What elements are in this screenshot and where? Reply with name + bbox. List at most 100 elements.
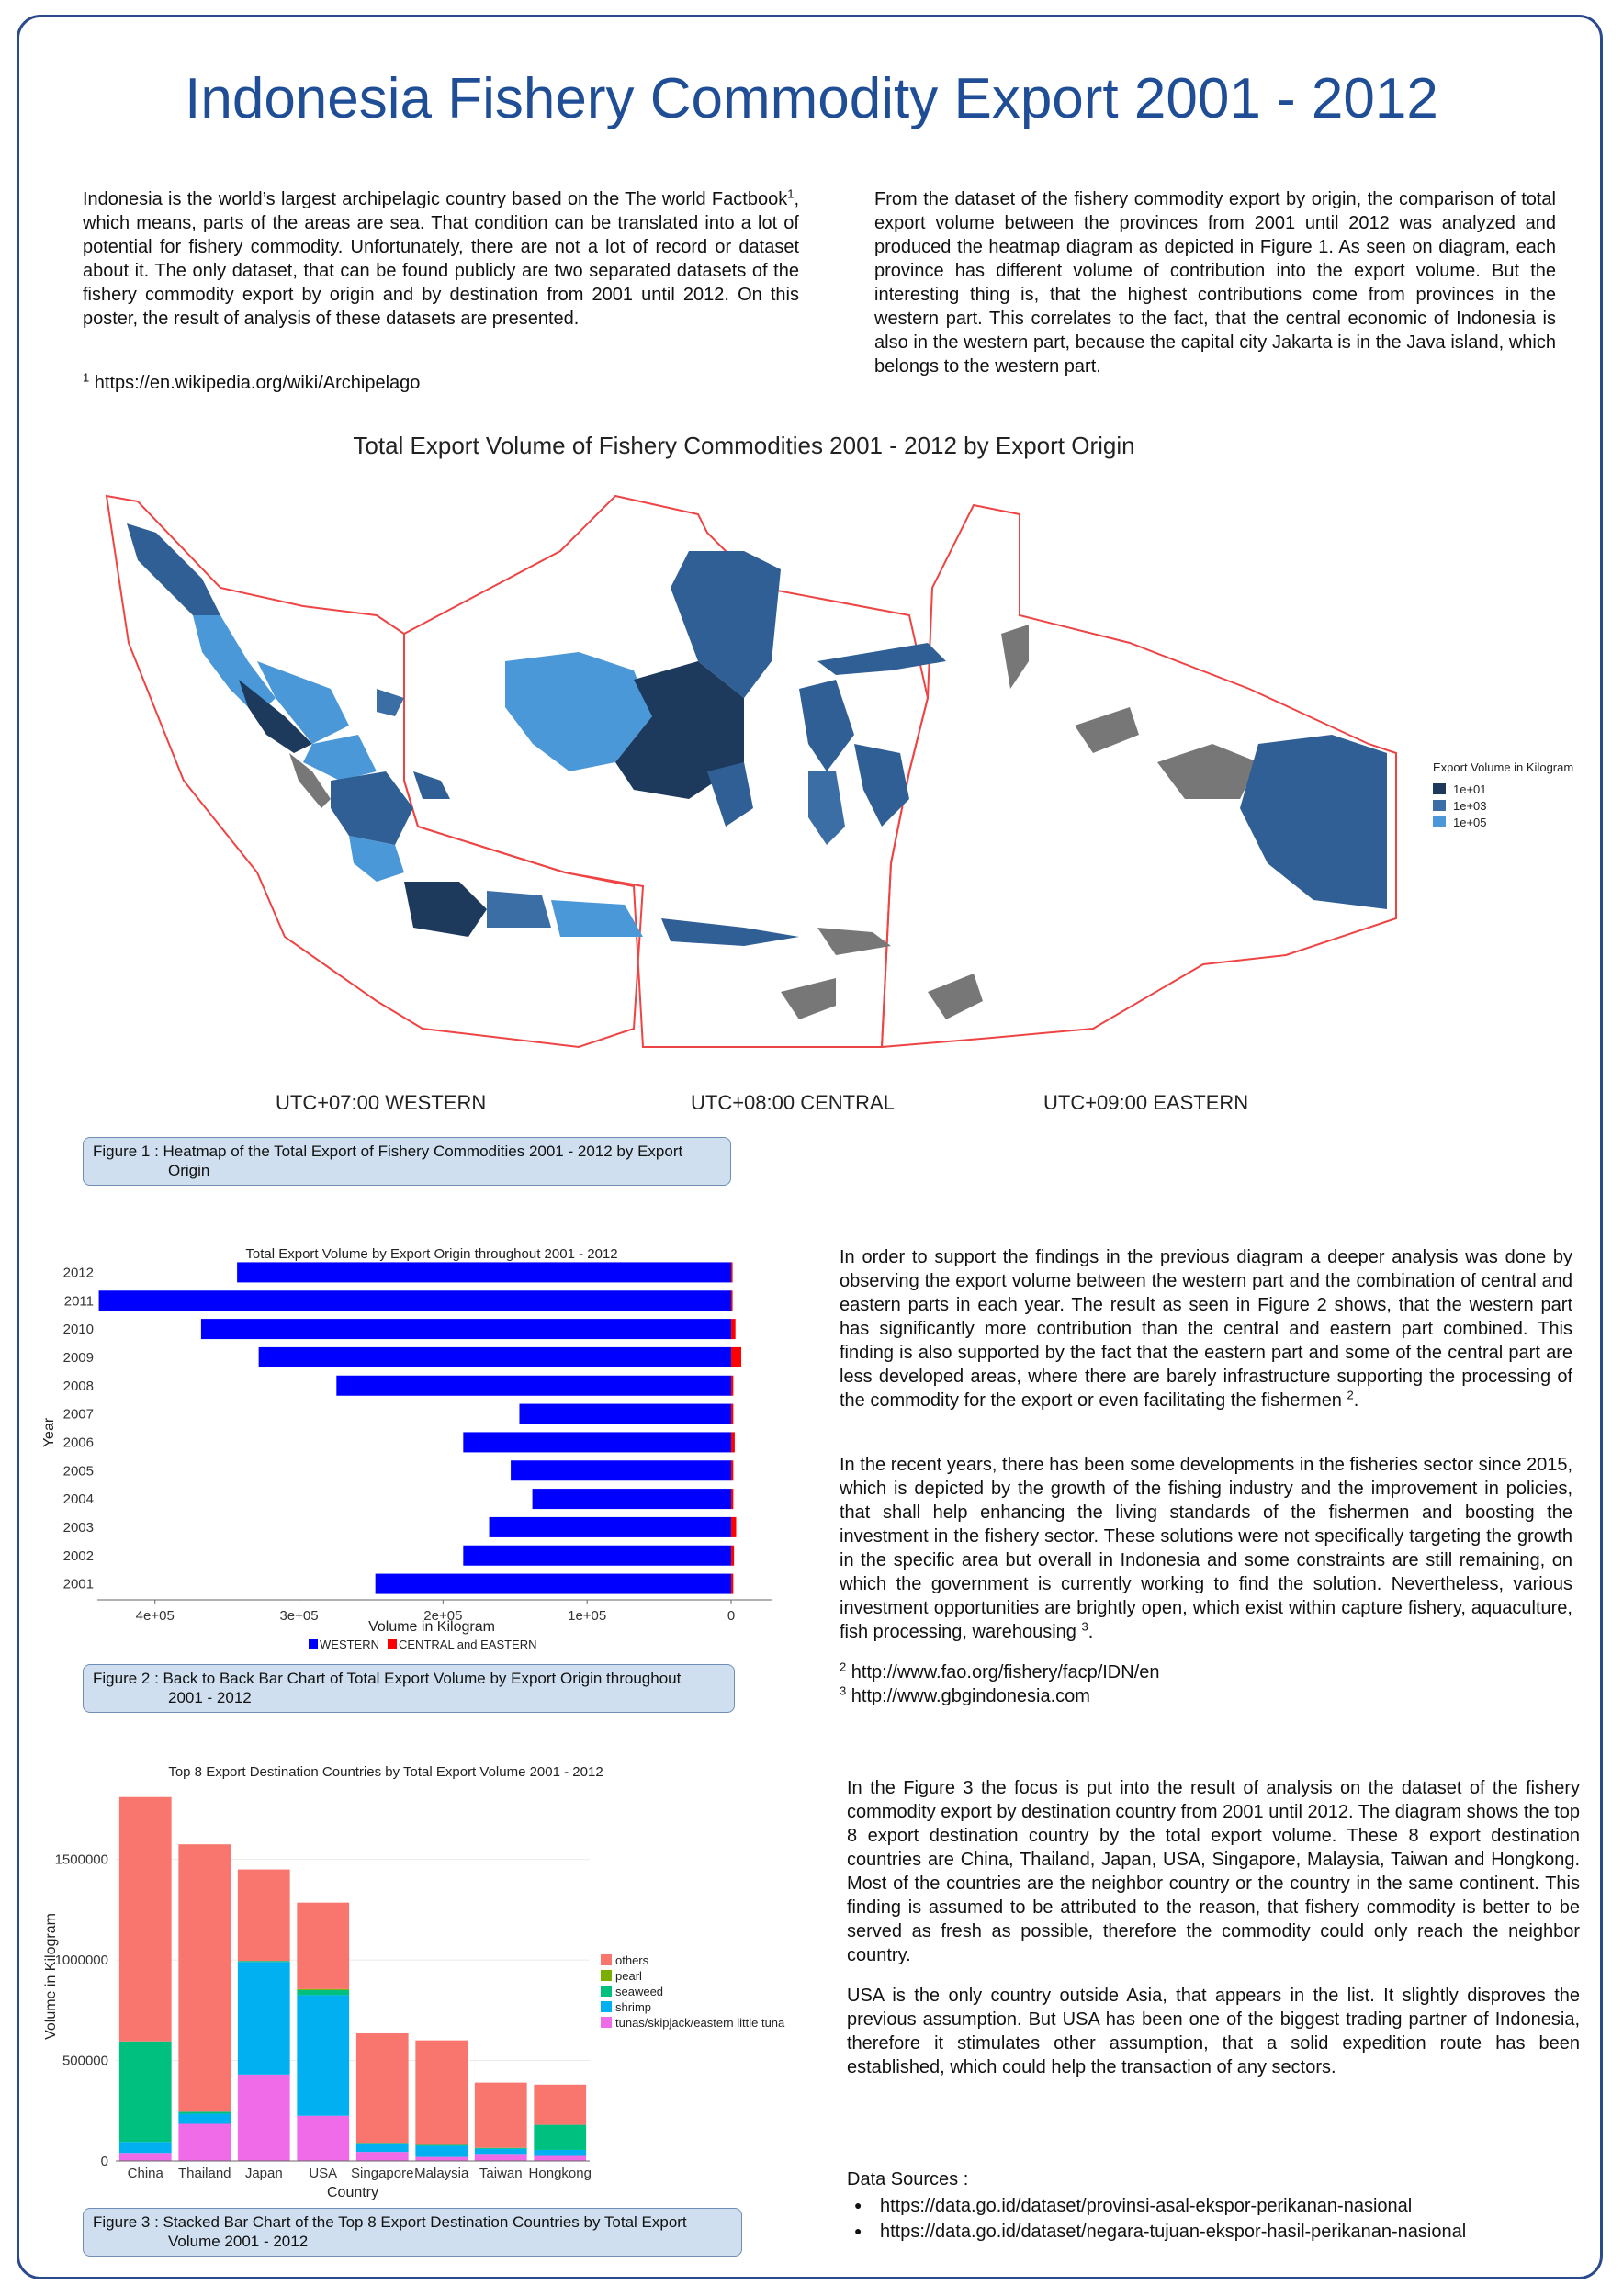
year-tick-label: 2003: [63, 1520, 94, 1536]
java-central: [487, 891, 551, 928]
stacked-bar-chart: Top 8 Export Destination Countries by To…: [43, 1764, 785, 2200]
chart3-x-tick-label: Japan: [245, 2166, 283, 2181]
back-to-back-bar-chart: Total Export Volume by Export Origin thr…: [41, 1246, 772, 1651]
bar-china-others: [118, 1796, 172, 2042]
footnote-1-link[interactable]: https://en.wikipedia.org/wiki/Archipelag…: [89, 373, 421, 393]
year-tick-label: 2005: [63, 1463, 94, 1479]
data-source-item: https://data.go.id/dataset/provinsi-asal…: [854, 2193, 1466, 2219]
bar-hongkong-tunas: [534, 2155, 587, 2161]
year-tick-label: 2008: [63, 1379, 94, 1394]
data-sources-title: Data Sources :: [847, 2169, 969, 2189]
sumatra-bengkulu: [289, 753, 331, 808]
western-bar-2004: [532, 1489, 731, 1510]
sulawesi-central: [799, 680, 854, 771]
bar-singapore-tunas: [355, 2152, 409, 2161]
data-source-link-2[interactable]: https://data.go.id/dataset/negara-tujuan…: [880, 2222, 1467, 2242]
footnote-ref-3: 3: [1081, 1619, 1088, 1634]
footnote-3-link[interactable]: http://www.gbgindonesia.com: [846, 1686, 1090, 1706]
chart2-legend-swatch-central-eastern: [388, 1639, 397, 1649]
intro-left-text-1: Indonesia is the world’s largest archipe…: [83, 189, 788, 209]
bar-hongkong-seaweed: [534, 2124, 587, 2150]
papua: [1240, 735, 1387, 909]
footnote-3-number: 3: [840, 1683, 847, 1698]
figure-2-caption-line-2: 2001 - 2012: [168, 1689, 252, 1706]
footnote-2-link[interactable]: http://www.fao.org/fishery/facp/IDN/en: [846, 1662, 1160, 1683]
year-tick-label: 2007: [63, 1407, 94, 1423]
western-bar-2007: [519, 1403, 731, 1424]
chart3-legend-swatch: [601, 1970, 612, 1981]
figure-2-text-2: In the recent years, there has been some…: [840, 1455, 1572, 1642]
bangka-belitung: [413, 771, 450, 799]
bar-malaysia-others: [415, 2040, 468, 2145]
map-legend-swatch-2: [1433, 800, 1446, 811]
timor: [781, 978, 836, 1019]
bar-japan-seaweed: [237, 1961, 290, 1963]
chart3-x-axis-label: Country: [327, 2185, 378, 2200]
figure-3-caption-line-2: Volume 2001 - 2012: [168, 2233, 309, 2250]
intro-left-paragraph: Indonesia is the world’s largest archipe…: [83, 187, 799, 331]
chart3-y-axis-label: Volume in Kilogram: [43, 1913, 59, 2040]
chart2-legend-western: WESTERN: [320, 1638, 379, 1651]
figure-3-caption: Figure 3 : Stacked Bar Chart of the Top …: [83, 2208, 742, 2257]
map-legend-title: Export Volume in Kilogram: [1433, 760, 1573, 774]
central-eastern-bar-2011: [731, 1290, 733, 1311]
chart3-legend-label: pearl: [615, 1969, 642, 1983]
indonesia-heatmap: Export Volume in Kilogram 1e+01 1e+03 1e…: [105, 494, 1573, 1049]
java-east: [551, 900, 643, 937]
bar-singapore-shrimp: [355, 2144, 409, 2153]
sumatra-south: [331, 771, 413, 845]
sumatra-aceh: [127, 523, 220, 615]
sumba: [928, 974, 983, 1019]
poster-frame: [17, 15, 1603, 2279]
kalimantan-west: [505, 652, 652, 771]
footnote-ref-2: 2: [1347, 1388, 1354, 1402]
maluku-north: [1001, 625, 1029, 689]
bar-taiwan-seaweed: [474, 2147, 527, 2149]
bar-thailand-others: [178, 1844, 231, 2112]
data-source-link-1[interactable]: https://data.go.id/dataset/provinsi-asal…: [880, 2196, 1413, 2216]
chart2-x-tick-label: 2e+05: [423, 1608, 462, 1624]
bar-hongkong-shrimp: [534, 2149, 587, 2156]
footnote-3: 3 http://www.gbgindonesia.com: [840, 1684, 1090, 1708]
year-tick-label: 2009: [63, 1350, 94, 1366]
figure-2-text-paragraph-2: In the recent years, there has been some…: [840, 1453, 1572, 1644]
central-eastern-bar-2006: [731, 1432, 735, 1453]
chart3-legend-label: tunas/skipjack/eastern little tuna: [615, 2016, 785, 2030]
chart3-legend-label: seaweed: [615, 1985, 663, 1998]
bar-malaysia-shrimp: [415, 2145, 468, 2157]
map-legend-swatch-1: [1433, 783, 1446, 794]
maluku: [1075, 707, 1139, 753]
chart2-x-tick-label: 4e+05: [136, 1608, 175, 1624]
java-west: [404, 882, 487, 937]
figure-2-text-1: In order to support the findings in the …: [840, 1247, 1572, 1411]
western-bar-2010: [200, 1319, 732, 1340]
kalimantan-south: [707, 762, 753, 827]
year-tick-label: 2010: [63, 1322, 94, 1337]
central-eastern-bar-2003: [731, 1516, 737, 1537]
chart3-legend-label: others: [615, 1953, 649, 1967]
kalimantan-east: [671, 551, 781, 698]
map-legend-label-3: 1e+05: [1453, 816, 1487, 829]
sumatra-riau: [257, 661, 349, 744]
bar-taiwan-others: [474, 2082, 527, 2148]
bar-singapore-seaweed: [355, 2143, 409, 2144]
footnote-2: 2 http://www.fao.org/fishery/facp/IDN/en: [840, 1660, 1160, 1684]
bar-usa-others: [297, 1902, 350, 1989]
chart3-x-tick-label: Singapore: [351, 2166, 413, 2181]
sumatra-jambi: [303, 735, 377, 781]
chart3-y-tick-label: 1500000: [55, 1852, 108, 1868]
papua-west: [1157, 744, 1258, 799]
chart2-x-tick-label: 3e+05: [279, 1608, 318, 1624]
chart3-x-tick-label: USA: [309, 2166, 337, 2181]
bar-hongkong-others: [534, 2084, 587, 2125]
chart3-y-tick-label: 0: [101, 2154, 108, 2169]
footnote-ref-1: 1: [787, 186, 795, 201]
western-bar-2005: [511, 1460, 731, 1481]
figure-1-caption: Figure 1 : Heatmap of the Total Export o…: [83, 1137, 731, 1186]
central-eastern-bar-2009: [731, 1346, 741, 1367]
chart2-legend-swatch-western: [309, 1639, 318, 1649]
sulawesi-south: [808, 771, 845, 845]
data-sources-list: https://data.go.id/dataset/provinsi-asal…: [854, 2193, 1466, 2245]
bar-usa-pearl: [297, 1988, 350, 1990]
footnote-1-number: 1: [83, 370, 90, 385]
